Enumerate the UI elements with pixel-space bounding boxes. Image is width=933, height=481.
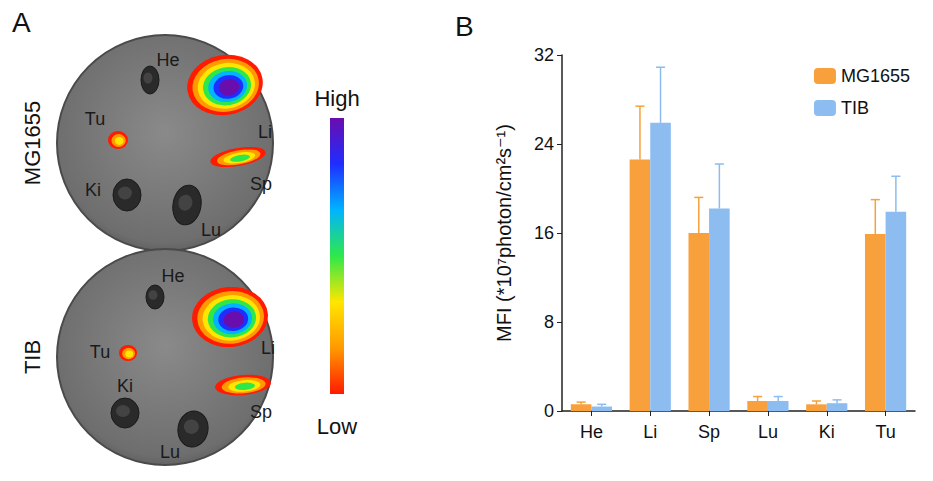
svg-text:A: A xyxy=(12,7,31,38)
svg-text:Sp: Sp xyxy=(250,174,272,194)
svg-text:32: 32 xyxy=(534,45,554,65)
svg-text:0: 0 xyxy=(544,401,554,421)
svg-text:8: 8 xyxy=(544,312,554,332)
svg-text:Li: Li xyxy=(643,422,657,442)
svg-text:Tu: Tu xyxy=(85,109,105,129)
svg-text:High: High xyxy=(314,86,359,111)
svg-text:Lu: Lu xyxy=(201,220,221,240)
svg-text:MG1655: MG1655 xyxy=(841,66,910,86)
svg-text:Tu: Tu xyxy=(90,342,110,362)
svg-text:MFI (*10⁷photon/cm²s⁻¹): MFI (*10⁷photon/cm²s⁻¹) xyxy=(493,124,515,342)
svg-text:Tu: Tu xyxy=(875,422,895,442)
svg-text:He: He xyxy=(580,422,603,442)
svg-text:24: 24 xyxy=(534,134,554,154)
svg-text:He: He xyxy=(156,50,179,70)
svg-text:Ki: Ki xyxy=(85,180,101,200)
svg-text:Lu: Lu xyxy=(758,422,778,442)
svg-text:Li: Li xyxy=(258,122,272,142)
svg-text:TIB: TIB xyxy=(20,340,45,374)
svg-text:Li: Li xyxy=(261,338,275,358)
svg-text:Sp: Sp xyxy=(250,402,272,422)
svg-text:Lu: Lu xyxy=(160,442,180,462)
svg-text:Sp: Sp xyxy=(698,422,720,442)
svg-text:TIB: TIB xyxy=(841,98,869,118)
svg-text:Ki: Ki xyxy=(117,376,133,396)
svg-text:MG1655: MG1655 xyxy=(20,101,45,185)
svg-text:He: He xyxy=(161,266,184,286)
svg-text:Ki: Ki xyxy=(819,422,835,442)
svg-text:Low: Low xyxy=(317,414,357,439)
svg-text:16: 16 xyxy=(534,223,554,243)
svg-text:B: B xyxy=(455,11,474,42)
